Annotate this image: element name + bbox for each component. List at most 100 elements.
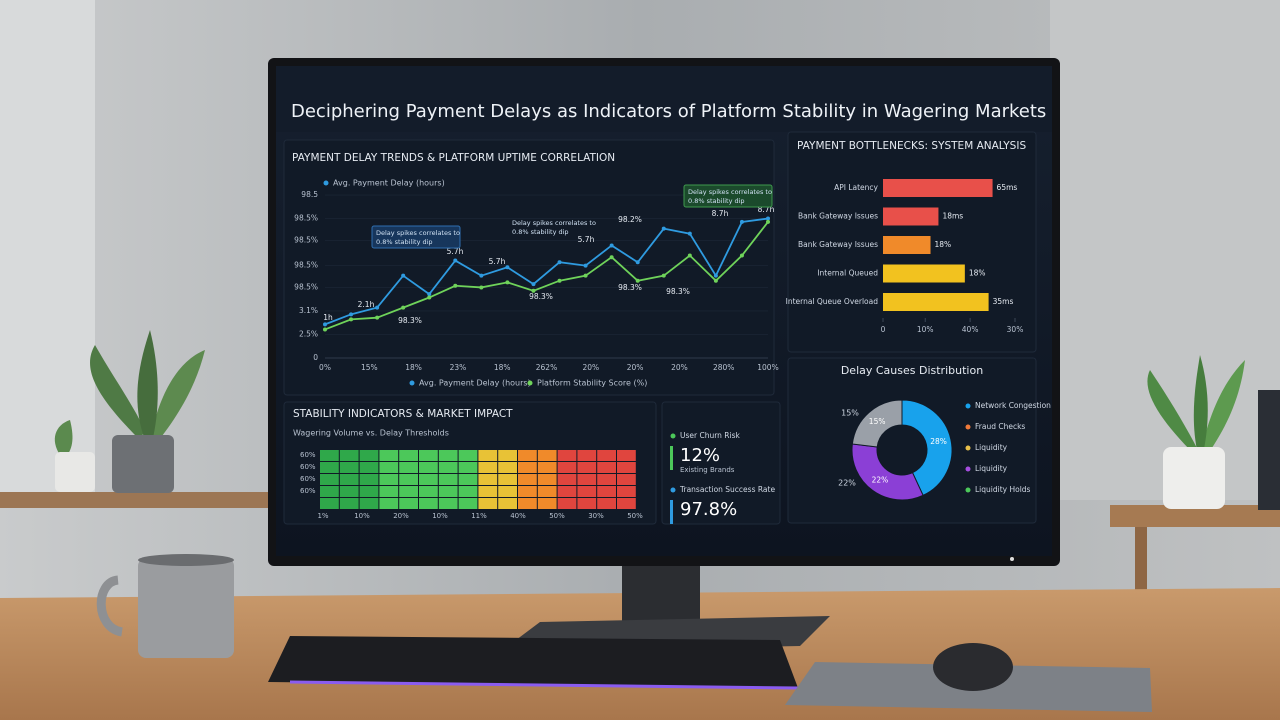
kpi-note: Existing Brands [680,466,735,474]
annotation-box [371,225,461,249]
heat-cell [478,498,498,509]
heat-cell [438,498,458,509]
plant-left [54,330,205,493]
heat-cell [359,486,379,497]
dashboard-title: Deciphering Payment Delays as Indicators… [291,101,1046,122]
heat-cell [577,498,597,509]
series-point [323,322,327,327]
category-label: Internal Queue Overload [786,297,879,306]
category-label: API Latency [834,183,878,192]
keyboard-glow [289,680,799,690]
col-label: 1% [317,512,328,520]
series-point [349,312,354,317]
series-point [557,278,562,283]
legend-marker [527,380,533,386]
heat-cell [438,462,458,473]
legend-marker [965,424,971,430]
x-tick-label: 280% [713,363,734,372]
power-led [1010,557,1014,561]
point-label: 2.1h [358,300,375,309]
y-tick-label: 98.5% [294,235,318,244]
heat-cell [557,474,577,485]
heat-cell [597,462,616,473]
series-point [687,231,692,236]
donut-title: Delay Causes Distribution [841,364,983,377]
outer-label: 15% [841,409,859,418]
bar [883,207,939,226]
annotation-text: 0.8% stability dip [512,228,569,236]
point-label: 1h [323,313,333,322]
heat-cell [419,486,438,497]
legend-marker [323,180,329,186]
heat-cell [617,486,636,497]
category-label: Bank Gateway Issues [798,240,878,249]
series-point [531,288,536,293]
heat-cell [458,450,478,461]
heat-cell [320,450,339,461]
heat-cell [458,474,478,485]
row-label: 60% [300,487,316,495]
heat-cell [320,498,339,509]
series-point [505,280,510,285]
point-label: 98.3% [398,316,422,325]
annotation-box [683,184,773,208]
heat-cell [498,498,517,509]
x-tick-label: 100% [757,363,778,372]
x-tick-label: 18% [494,363,511,372]
heat-cell [478,486,498,497]
heat-cell [458,462,478,473]
title-bar [276,66,1052,132]
speaker [1258,390,1280,510]
heat-cell [339,462,359,473]
series-line [324,221,769,331]
annotation-text: Delay spikes correlates to [688,188,772,196]
series-point [375,305,380,310]
heat-cell [379,498,399,509]
x-tick-label: 0% [319,363,331,372]
heat-cell [537,450,557,461]
heat-cell [518,450,537,461]
series-point [531,282,536,287]
series-point [766,219,770,224]
point-label: 5.7h [447,247,464,256]
heat-cell [478,462,498,473]
heat-cell [419,474,438,485]
series-point [609,255,614,260]
side-table [1110,505,1280,527]
heat-cell [518,486,537,497]
keyboard [268,636,798,688]
point-label: 8.7h [712,209,729,218]
series-point [661,273,666,278]
y-tick-label: 98.5% [294,261,318,270]
heat-cell [458,486,478,497]
heat-cell [597,474,616,485]
series-point [479,285,484,290]
series-point [739,253,744,258]
donut-panel [787,357,1037,524]
x-tick-label: 23% [450,363,467,372]
outer-label: 22% [838,479,856,488]
heat-cell [339,474,359,485]
series-point [713,278,718,283]
legend-label: Liquidity [975,464,1008,473]
heat-cell [379,450,399,461]
kpi-value: 97.8% [680,499,737,520]
heat-cell [518,498,537,509]
category-label: Bank Gateway Issues [798,212,878,221]
heat-cell [359,498,379,509]
series-point [687,253,692,258]
series-point [427,292,432,297]
legend-marker [965,487,971,493]
heat-cell [498,486,517,497]
x-tick-label: 40% [962,325,979,334]
kpi-label: Transaction Success Rate [679,485,775,494]
series-point [401,305,406,310]
heat-cell [518,462,537,473]
series-point [427,295,432,300]
heat-cell [438,450,458,461]
mouse [933,643,1013,691]
x-tick-label: 20% [627,363,644,372]
point-label: 98.3% [666,287,690,296]
legend-label: Network Congestion [975,401,1051,410]
bar [883,179,993,197]
